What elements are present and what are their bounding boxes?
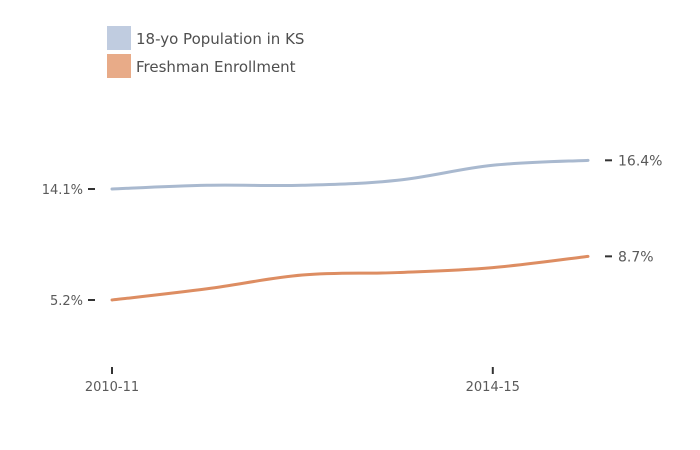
end-label-0: 16.4%	[618, 153, 662, 169]
series-line-freshman-enrollment	[110, 254, 590, 302]
series-layer	[110, 158, 590, 302]
start-label-1: 5.2%	[50, 294, 83, 309]
legend-label-18yo-population: 18-yo Population in KS	[136, 30, 304, 48]
x-tick-label-0: 2010-11	[85, 380, 139, 395]
legend-swatch-18yo-population	[107, 26, 131, 50]
axis-layer: 14.1% 16.4% 5.2% 8.7% 2010-11 2014-15	[42, 153, 663, 395]
legend-label-freshman-enrollment: Freshman Enrollment	[136, 58, 296, 76]
end-label-1: 8.7%	[618, 249, 654, 265]
legend-swatch-freshman-enrollment	[107, 54, 131, 78]
x-tick-label-1: 2014-15	[466, 380, 520, 395]
start-label-0: 14.1%	[42, 183, 83, 198]
legend: 18-yo Population in KS Freshman Enrollme…	[107, 26, 304, 78]
series-line-18yo-population	[110, 158, 590, 191]
